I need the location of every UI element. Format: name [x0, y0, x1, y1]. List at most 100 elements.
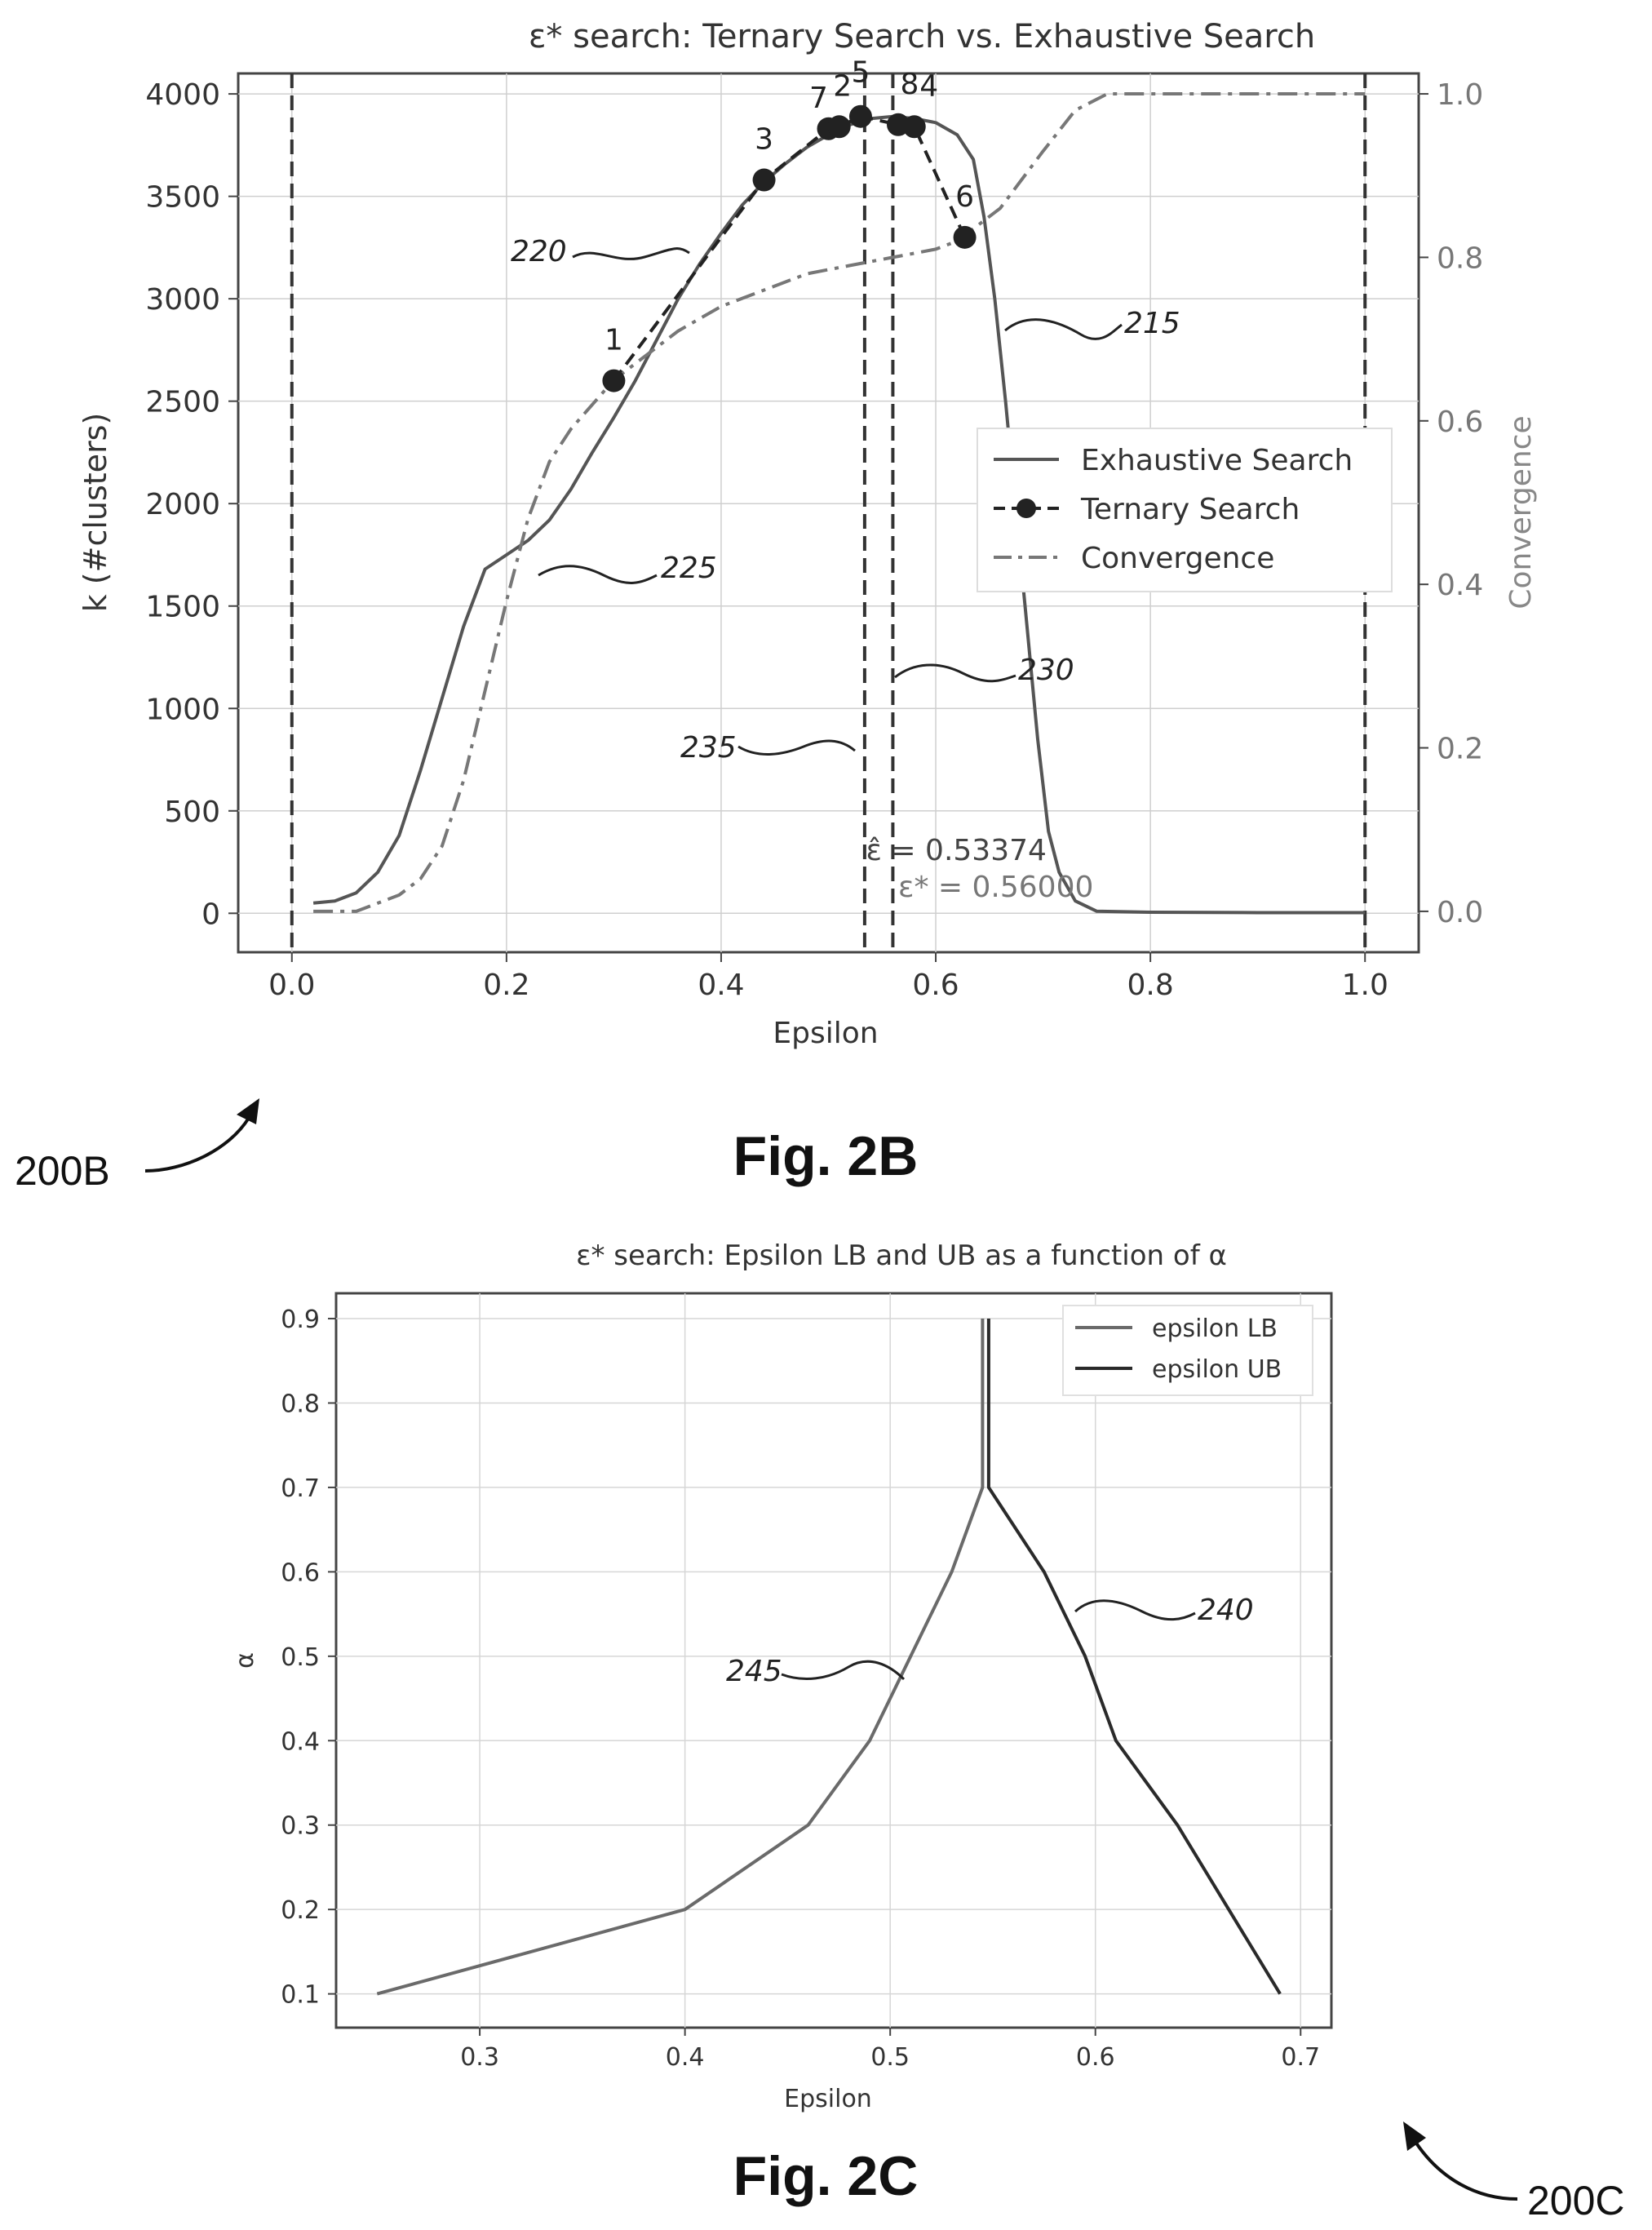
legend-label-ternary: Ternary Search: [1080, 493, 1300, 526]
legend: epsilon LB epsilon UB: [1062, 1305, 1313, 1396]
x-tick-label: 0.2: [483, 969, 529, 1002]
figure-caption-2b: Fig. 2B: [733, 1125, 919, 1187]
callout-label-235: 235: [680, 731, 737, 765]
legend-box: [977, 428, 1393, 592]
callout-label-245: 245: [726, 1655, 782, 1688]
fig-2b-chart: ε* search: Ternary Search vs. Exhaustive…: [78, 18, 1538, 1050]
y-axis-label: k (#clusters): [78, 413, 113, 613]
x-axis-ticks: 0.3 0.4 0.5 0.6 0.7: [460, 2028, 1320, 2072]
x-tick-label: 0.5: [870, 2043, 910, 2072]
callout-leader-220: [572, 247, 690, 260]
vertical-reference-lines: [290, 73, 1367, 952]
y-axis-label: α: [231, 1652, 259, 1669]
callouts: 215 220 225 230 235: [511, 235, 1180, 765]
y-tick-label: 0.7: [281, 1474, 320, 1503]
right-axis-ticks: 0.0 0.2 0.4 0.6 0.8 1.0: [1419, 78, 1483, 929]
right-tick-label: 0.4: [1437, 569, 1483, 602]
right-tick-label: 0.2: [1437, 733, 1483, 766]
legend-label-convergence: Convergence: [1081, 542, 1274, 575]
callout-leader-230: [894, 663, 1016, 683]
callout-label-225: 225: [661, 552, 717, 585]
plot-area-frame: [334, 1292, 1333, 2029]
x-tick-label: 0.0: [268, 969, 315, 1002]
ternary-search-point: [848, 104, 872, 128]
y-tick-label: 0.3: [281, 1812, 320, 1841]
epsilon-ub-line: [986, 1319, 1282, 1995]
legend-label-ub: epsilon UB: [1152, 1355, 1282, 1384]
figure-ref-200b: 200B: [15, 1148, 110, 1194]
x-tick-label: 0.4: [666, 2043, 705, 2072]
point-label: 2: [833, 69, 852, 103]
y-tick-label: 0.6: [281, 1558, 320, 1587]
ref-arrow-200b: [144, 1116, 250, 1173]
legend-marker-ternary: [1016, 499, 1036, 518]
plot-area-frame: [237, 72, 1420, 954]
callouts: 240 245: [726, 1594, 1254, 1688]
y-tick-label: 4000: [145, 78, 220, 112]
y-tick-label: 2500: [145, 386, 220, 419]
y-tick-label: 0.9: [281, 1306, 320, 1334]
grid-lines: [238, 73, 1419, 952]
callout-leader-240: [1074, 1599, 1196, 1621]
ternary-search-point: [602, 369, 626, 392]
point-label: 5: [852, 56, 870, 90]
legend: Exhaustive Search Ternary Search Converg…: [977, 428, 1393, 592]
callout-leader-245: [781, 1660, 906, 1681]
chart-title: ε* search: Epsilon LB and UB as a functi…: [576, 1239, 1227, 1272]
epsilon-annotation: ε* = 0.56000: [898, 871, 1093, 904]
ternary-search-point: [752, 168, 776, 192]
callout-label-215: 215: [1124, 307, 1180, 340]
right-tick-label: 0.0: [1437, 896, 1483, 929]
ternary-search-line: [612, 114, 967, 382]
y-tick-label: 0.5: [281, 1643, 320, 1672]
y-tick-label: 1000: [145, 693, 220, 726]
y-axis-ticks: 0.1 0.2 0.3 0.4 0.5 0.6 0.7 0.8 0.9: [281, 1306, 336, 2010]
x-axis-label: Epsilon: [784, 2085, 872, 2113]
y-tick-label: 0: [202, 898, 220, 931]
point-label: 1: [605, 324, 623, 357]
point-label: 6: [955, 180, 974, 214]
series-lines: [376, 1319, 1282, 1996]
y-axis-ticks: 0 500 1000 1500 2000 2500 3000 3500 4000: [145, 78, 238, 931]
y-tick-label: 0.1: [281, 1981, 320, 2010]
callout-leader-235: [737, 739, 856, 756]
point-label: 7: [809, 82, 828, 115]
right-tick-label: 0.8: [1437, 242, 1483, 275]
epsilon-annotations: ε̂ = 0.53374 ε* = 0.56000: [866, 834, 1094, 904]
grid-lines: [336, 1293, 1331, 2028]
right-tick-label: 0.6: [1437, 406, 1483, 439]
point-label: 3: [755, 123, 773, 157]
chart-title: ε* search: Ternary Search vs. Exhaustive…: [529, 18, 1315, 55]
y-tick-label: 500: [164, 796, 220, 829]
callout-label-220: 220: [511, 235, 567, 268]
callout-leader-225: [538, 565, 658, 584]
fig-2c-chart: ε* search: Epsilon LB and UB as a functi…: [231, 1239, 1333, 2113]
ref-arrowhead-200c: [1403, 2121, 1426, 2151]
x-tick-label: 1.0: [1342, 969, 1388, 1002]
ternary-search-point: [827, 115, 851, 139]
x-axis-label: Epsilon: [773, 1017, 878, 1050]
legend-label-lb: epsilon LB: [1152, 1315, 1278, 1343]
x-tick-label: 0.3: [460, 2043, 499, 2072]
ref-arrow-200c: [1414, 2140, 1518, 2201]
figure-ref-200c: 200C: [1527, 2178, 1625, 2223]
epsilon-lb-line: [376, 1319, 985, 1996]
convergence-line: [313, 92, 1366, 913]
x-tick-label: 0.4: [698, 969, 744, 1002]
callout-label-240: 240: [1198, 1594, 1254, 1627]
right-tick-label: 1.0: [1437, 78, 1483, 112]
legend-box: [1062, 1305, 1313, 1396]
callout-leader-215: [1004, 318, 1123, 340]
ternary-search-markers: 1 3 7 2 5 8 4 6: [602, 56, 977, 392]
x-tick-label: 0.8: [1127, 969, 1174, 1002]
callout-label-230: 230: [1018, 654, 1074, 687]
right-axis-label: Convergence: [1504, 415, 1538, 609]
figure-caption-2c: Fig. 2C: [733, 2145, 919, 2207]
x-tick-label: 0.6: [1076, 2043, 1115, 2072]
y-tick-label: 1500: [145, 591, 220, 624]
point-label: 4: [919, 69, 938, 103]
y-tick-label: 0.4: [281, 1727, 320, 1756]
point-label: 8: [901, 68, 919, 101]
x-tick-label: 0.6: [912, 969, 959, 1002]
ternary-search-point: [953, 225, 977, 249]
